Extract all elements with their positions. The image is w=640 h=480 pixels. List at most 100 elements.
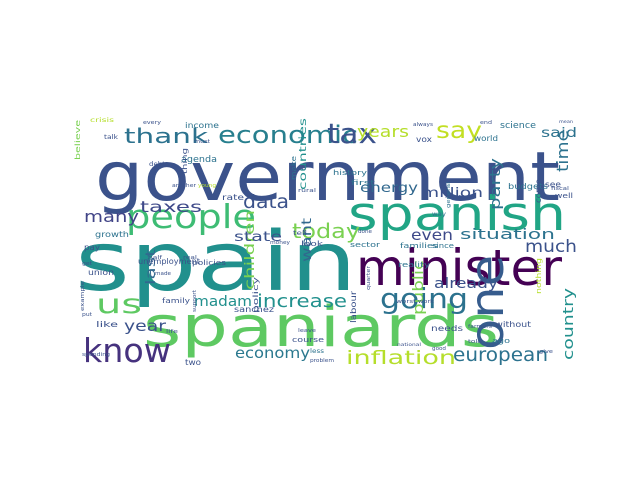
word-last: last [144,249,159,285]
word-tax: tax [327,117,377,150]
word-life: life [166,329,178,335]
word-always: always [413,122,433,128]
word-believe: believe [74,120,82,160]
word-government: government [95,138,560,217]
word-nothing: nothing [535,258,543,294]
word-data: data [243,191,289,213]
word-year: year [124,317,167,335]
word-world: world [474,134,498,143]
word-make: make [290,156,298,180]
word-half: half [148,255,162,261]
word-like: like [96,320,118,329]
word-income: income [185,121,219,130]
word-national: national [397,342,421,347]
word-debt: debt [149,161,166,168]
word-well: well [555,192,573,200]
word-situation: situation [460,227,555,243]
word-future: future [445,194,465,200]
word-without: without [495,320,531,329]
word-people: people [126,197,256,236]
word-spanish: spanish [348,187,566,242]
word-example: example [80,281,86,311]
word-come: come [534,179,543,203]
word-young: young [198,183,216,189]
word-country: country [561,288,577,360]
word-us: us [96,289,142,320]
word-european: european [453,344,548,366]
word-mean: mean [559,119,574,124]
word-economic: economic [218,121,358,149]
word-see: see [545,180,561,189]
word-families: families [400,242,438,250]
word-general: general [446,182,452,208]
word-economy: economy [235,344,310,362]
word-put: put [82,312,92,318]
word-policies: policies [192,259,226,267]
word-children: children [243,210,258,290]
word-want: want [300,218,315,262]
word-countries: countries [298,118,309,190]
word-reality: reality [398,261,430,269]
word-going: going [380,282,468,315]
word-time: time [553,130,572,172]
word-crisis: crisis [90,117,114,124]
word-made: made [155,271,171,277]
word-real: real [183,255,197,261]
word-union: union [88,268,114,277]
word-leave: leave [298,328,316,334]
word-say: say [436,118,482,144]
word-good: good [432,346,446,352]
word-spaniards: spaniards [143,295,499,360]
word-much: much [525,237,577,257]
word-spending: spending [82,352,110,358]
word-million: million [421,186,483,201]
word-two: two [185,358,201,367]
word-years: years [357,122,409,141]
word-look: look [301,240,324,248]
word-agenda: agenda [181,155,217,165]
word-today: today [292,219,360,243]
word-worst: worst [396,299,416,305]
word-problem: problem [310,358,334,364]
word-many: many [84,207,139,226]
word-end: end [480,120,492,126]
word-science: science [500,121,536,131]
word-fiscal: fiscal [551,186,569,192]
word-told: told [468,339,482,345]
word-sanchez: sanchez [234,305,274,314]
word-course: course [292,336,324,344]
word-every: every [143,120,161,126]
word-work: work [418,299,434,305]
word-know: know [83,331,171,370]
word-since: since [432,242,454,250]
word-talk: talk [104,134,119,141]
word-pay: pay [84,243,100,252]
word-inflation: inflation [346,347,456,369]
word-give: give [539,349,553,355]
word-needs: needs [431,324,463,333]
word-history: history [333,169,367,177]
word-vox: vox [416,135,432,144]
word-taxes: taxes [140,198,202,216]
word-even: even [411,226,453,244]
word-way: way [432,211,447,218]
word-unemployment: unemployment [138,257,200,266]
word-minister: minister [356,239,562,297]
word-thing: thing [181,148,189,174]
word-must: must [194,139,210,145]
word-thank: thank [124,124,209,148]
word-support: support [192,290,198,312]
word-family: family [162,297,190,305]
word-increase: increase [257,291,347,312]
word-ago: ago [492,337,510,345]
word-state: state [234,230,282,245]
word-another: another [172,183,197,189]
word-public: public [411,260,427,315]
word-budgets: budgets [508,182,548,191]
word-policy: policy [252,277,260,313]
word-growth: growth [95,230,129,239]
word-rate: rate [222,193,244,202]
word-labour: labour [349,290,358,323]
word-spain: spain [75,215,357,310]
